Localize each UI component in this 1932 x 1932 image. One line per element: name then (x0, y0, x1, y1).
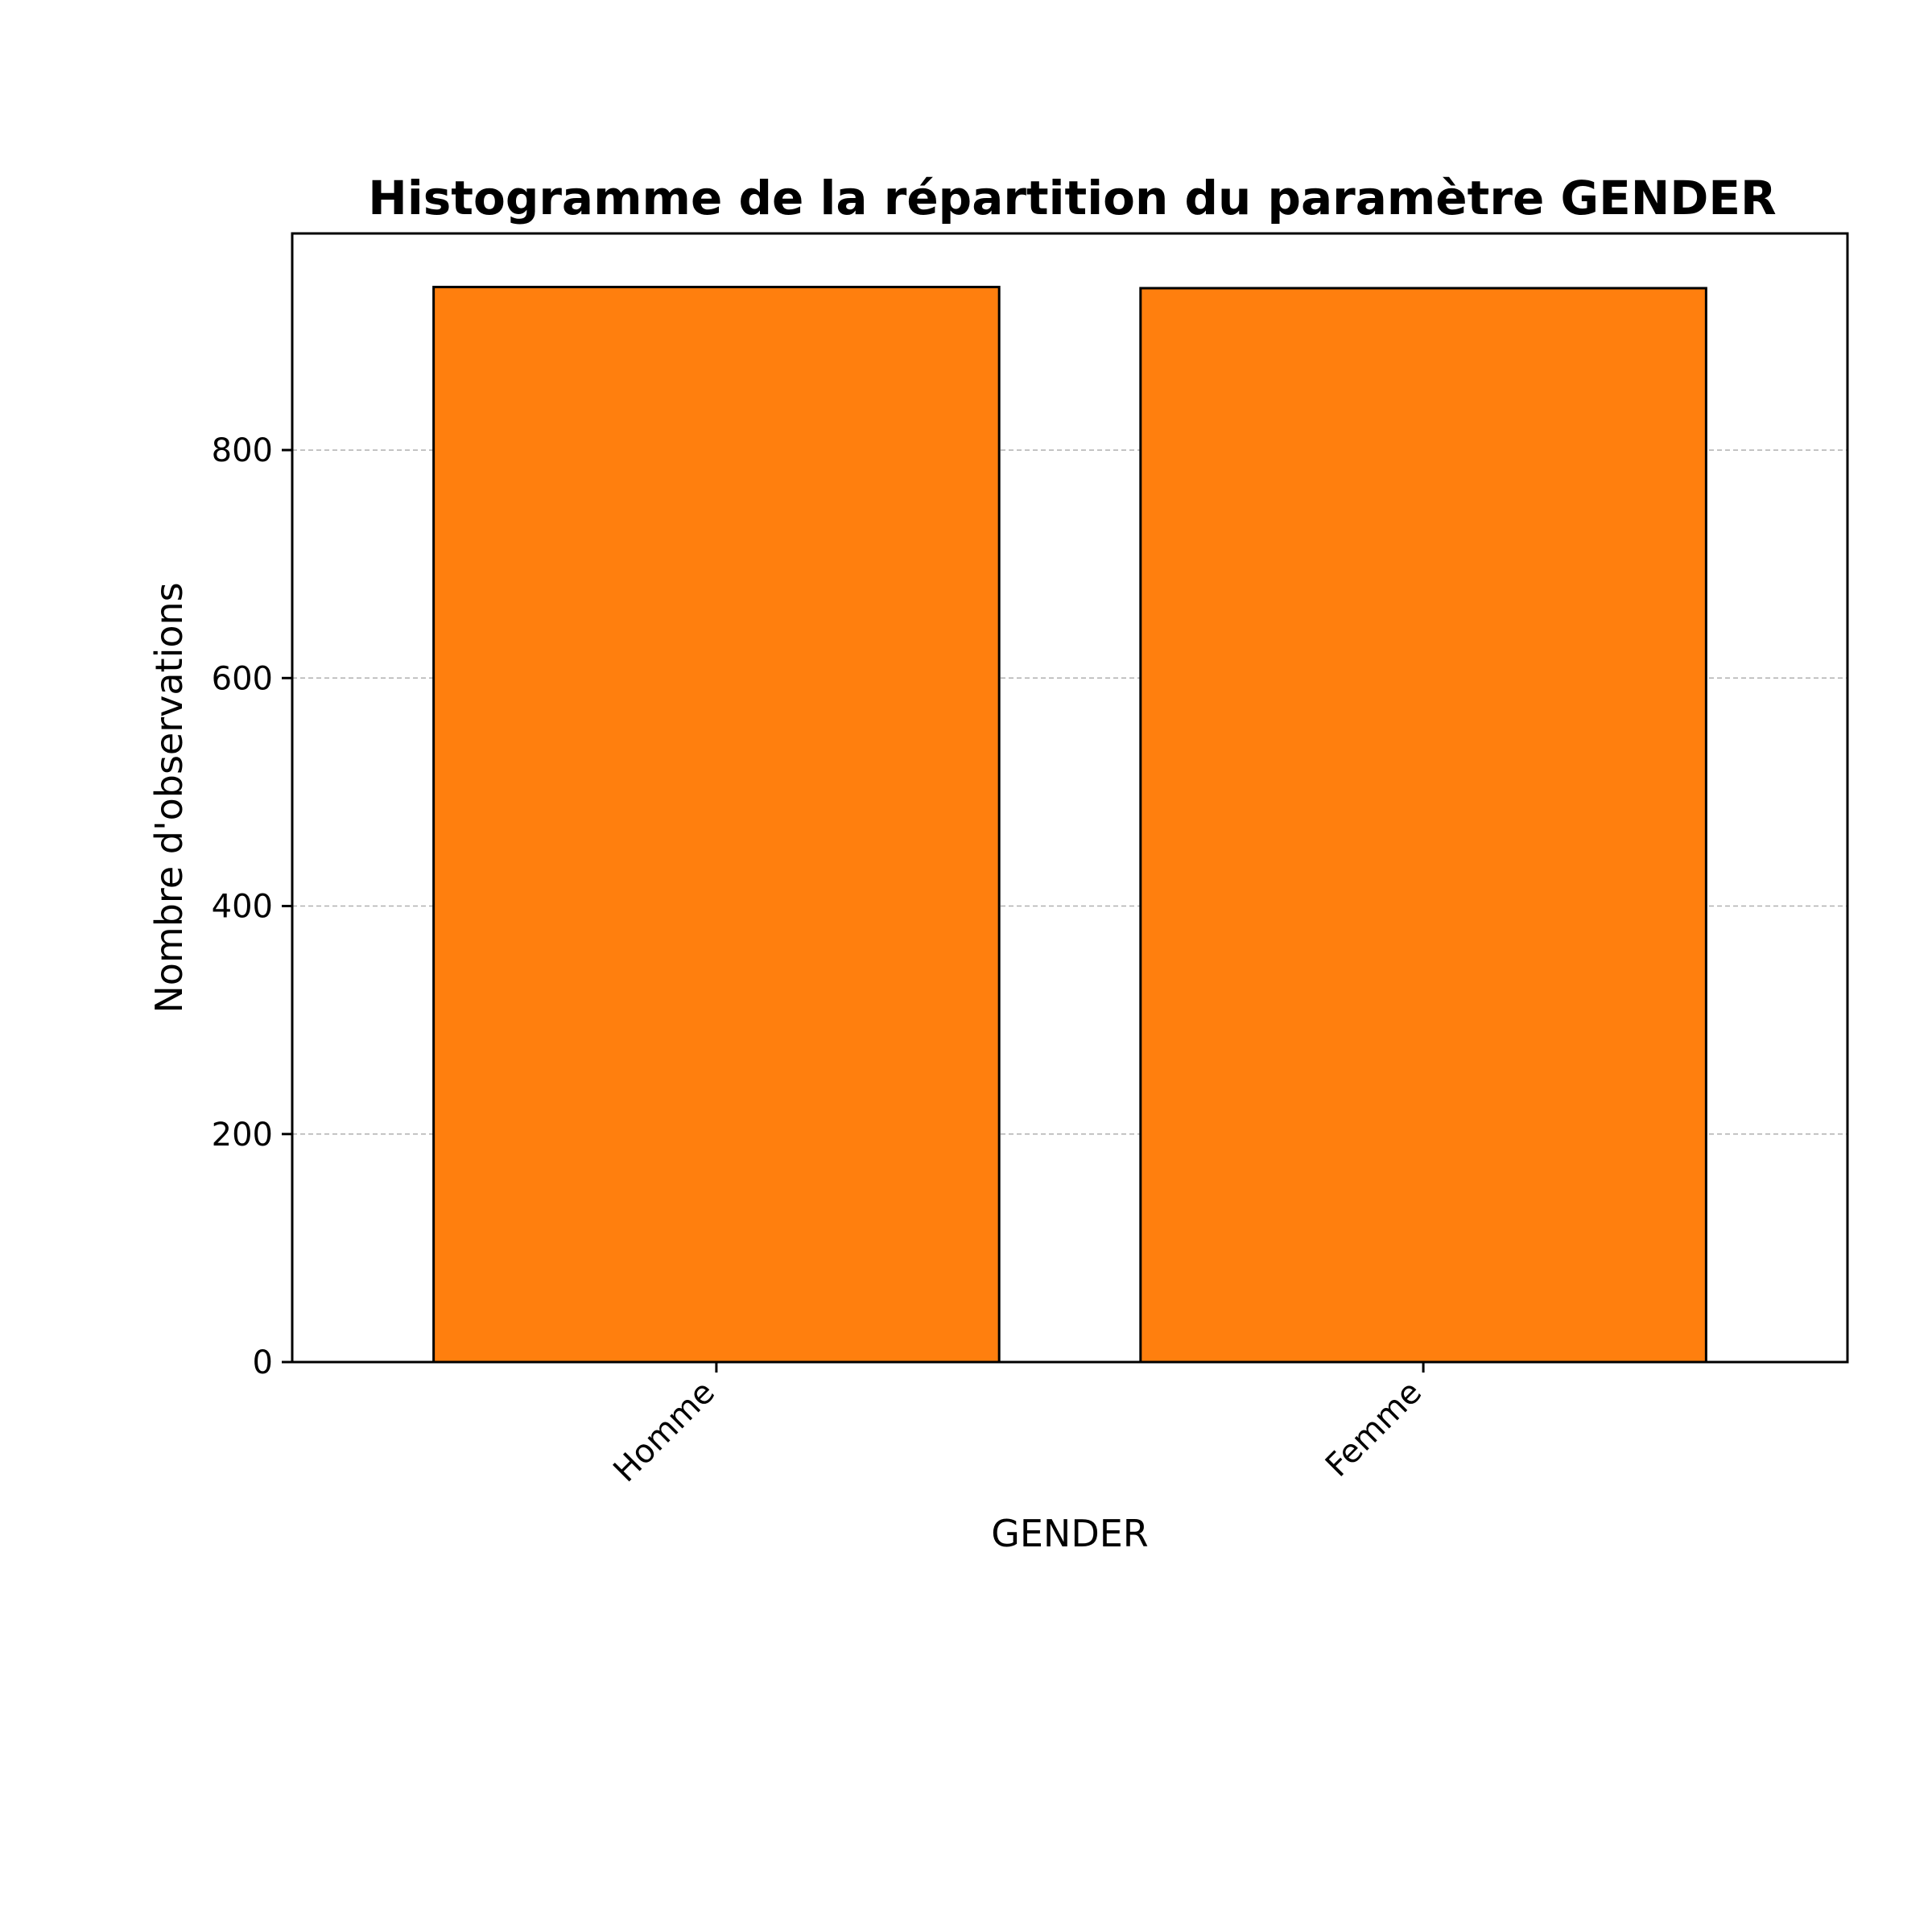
x-tick-label-femme: Femme (1319, 1374, 1429, 1484)
x-tick-label-homme: Homme (606, 1374, 722, 1490)
bars (432, 286, 1707, 1364)
x-axis-ticks: Homme Femme (606, 1362, 1429, 1489)
y-tick-label: 600 (212, 660, 273, 697)
y-tick-label: 400 (212, 889, 273, 926)
chart-title: Histogramme de la répartition du paramèt… (368, 171, 1776, 225)
y-tick-label: 200 (212, 1117, 273, 1154)
y-axis-ticks: 0 200 400 600 800 (212, 432, 292, 1381)
x-axis-label: GENDER (991, 1512, 1149, 1555)
bar-homme (432, 286, 1001, 1364)
y-tick-label: 0 (253, 1344, 273, 1381)
bar-femme (1139, 287, 1707, 1364)
plot-frame (291, 232, 1849, 1364)
y-tick-label: 800 (212, 432, 273, 469)
y-axis-label: Nombre d'observations (147, 582, 191, 1013)
